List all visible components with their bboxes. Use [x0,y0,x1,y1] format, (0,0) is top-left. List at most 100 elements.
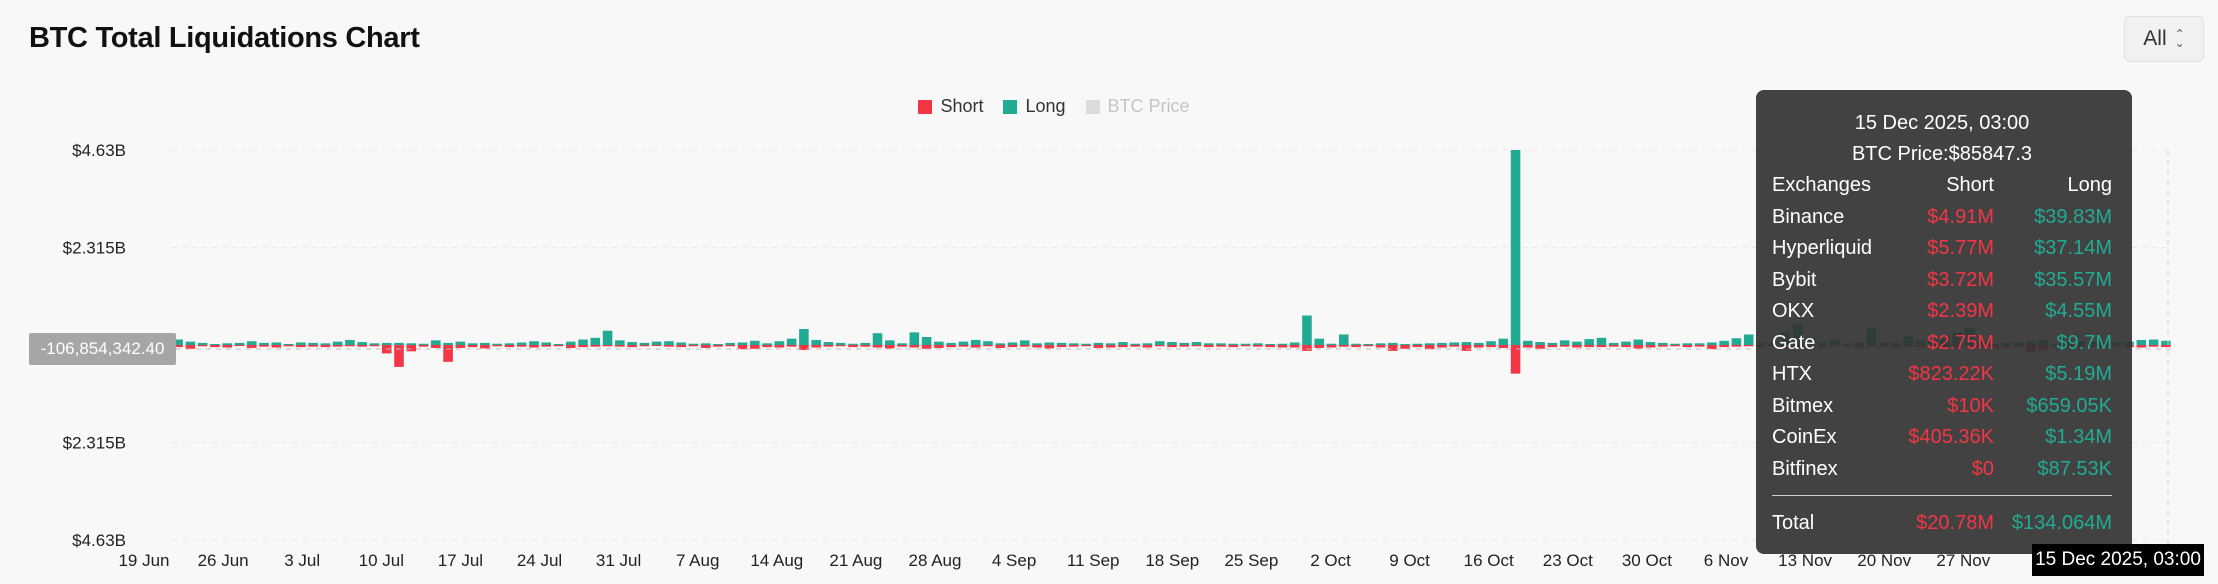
bar-short [1216,345,1226,347]
bar-short [565,345,576,348]
bar-short [639,345,650,347]
tooltip-divider [1772,495,2112,496]
tooltip-header-exchange: Exchanges [1772,174,1871,197]
bar-short [1621,345,1631,348]
legend-item-btc-price[interactable]: BTC Price [1085,96,1190,117]
bar-short [1314,345,1325,348]
bar-short [332,345,343,347]
bar-long [381,342,392,345]
tooltip-exchange-name: CoinEx [1772,426,1837,449]
legend-item-short[interactable]: Short [918,96,983,117]
bar-long [565,341,576,345]
tooltip-short-value: $823.22K [1908,363,1994,386]
tooltip-date: 15 Dec 2025, 03:00 [1854,112,2030,134]
x-tick-label: 20 Nov [1857,551,1911,570]
bar-long [1032,343,1042,345]
bar-long [345,339,355,345]
bar-long [639,342,650,345]
x-tick-label: 17 Jul [438,551,483,570]
bar-short [357,345,367,347]
bar-long [308,342,318,345]
bar-long [369,343,380,345]
tooltip-long-value: $659.05K [2026,394,2112,417]
bar-short [1449,345,1459,347]
bar-long [1375,343,1386,345]
tooltip-row: Hyperliquid $5.77M $37.14M [1772,233,2112,265]
tooltip-long-value: $37.14M [2034,237,2112,260]
bar-short [615,345,625,347]
tooltip-long-value: $35.57M [2034,268,2112,291]
x-tick-label: 9 Oct [1389,551,1430,570]
bar-long [1351,343,1361,345]
bar-short [860,345,871,347]
tooltip-short-value: $2.39M [1927,300,1994,323]
legend-item-long[interactable]: Long [1003,96,1066,117]
tooltip-total-short: $20.78M [1916,512,1994,535]
bar-short [480,345,490,349]
bar-long [823,342,834,345]
bar-short [1056,345,1067,348]
bar-short [1007,345,1018,348]
bar-short [909,345,920,348]
bar-long [406,343,417,345]
tooltip-total-label: Total [1772,512,1815,535]
tooltip-row: CoinEx $405.36K $1.34M [1772,422,2112,454]
bar-short [369,345,380,347]
bar-short [222,345,232,348]
tooltip-long-value: $5.19M [2045,363,2112,386]
bar-long [2148,339,2159,345]
tooltip-short-value: $2.75M [1927,331,1994,354]
bar-long [210,344,220,345]
bar-long [1142,343,1153,345]
bar-short [700,345,711,348]
bar-long [1179,342,1190,345]
bar-long [283,344,294,345]
bar-long [786,338,797,345]
legend: Short Long BTC Price [0,96,2218,117]
bar-long [835,342,846,345]
bar-short [946,345,956,348]
tooltip-header-short: Short [1946,174,1994,197]
tooltip-price: BTC Price:$85847.3 [1851,143,2033,165]
tooltip-exchange-name: Bitmex [1772,394,1834,417]
bar-long [1449,342,1459,345]
range-select[interactable]: All ⌃ ⌄ [2124,16,2204,62]
bar-short [1191,345,1202,347]
bar-long [394,342,404,345]
bar-short [627,345,637,348]
bar-short [345,345,355,347]
x-tick-label: 25 Sep [1224,551,1278,570]
bar-short [1105,345,1116,348]
bar-long [762,343,772,345]
y-tick-label: $2.315B [63,239,126,258]
bar-long [185,341,196,345]
bar-short [1559,345,1570,347]
legend-label-long: Long [1025,96,1066,116]
bar-long [1204,343,1214,345]
bar-long [1682,343,1693,345]
bar-long [1584,339,1594,345]
x-tick-label: 23 Oct [1543,551,1593,570]
bar-short [2161,345,2171,348]
bar-short [774,345,785,348]
bar-short [492,345,502,347]
bar-short [1437,345,1447,348]
bar-short [1118,345,1128,348]
bar-long [1240,343,1251,345]
legend-label-btc-price: BTC Price [1107,96,1190,116]
bar-long [774,341,785,345]
tooltip-row: Bitfinex $0 $87.53K [1772,454,2112,486]
tooltip-row: HTX $823.22K $5.19M [1772,359,2112,391]
bar-long [1645,342,1656,345]
tooltip-short-value: $3.72M [1927,268,1994,291]
bar-long [885,340,895,345]
tooltip-long-value: $9.7M [2056,331,2112,354]
bar-short [320,345,331,348]
bar-short [1731,345,1742,347]
bar-long [1081,343,1091,345]
bar-short [234,345,245,346]
bar-short [1179,345,1190,347]
bar-long [651,341,662,345]
bar-short [1461,345,1472,351]
